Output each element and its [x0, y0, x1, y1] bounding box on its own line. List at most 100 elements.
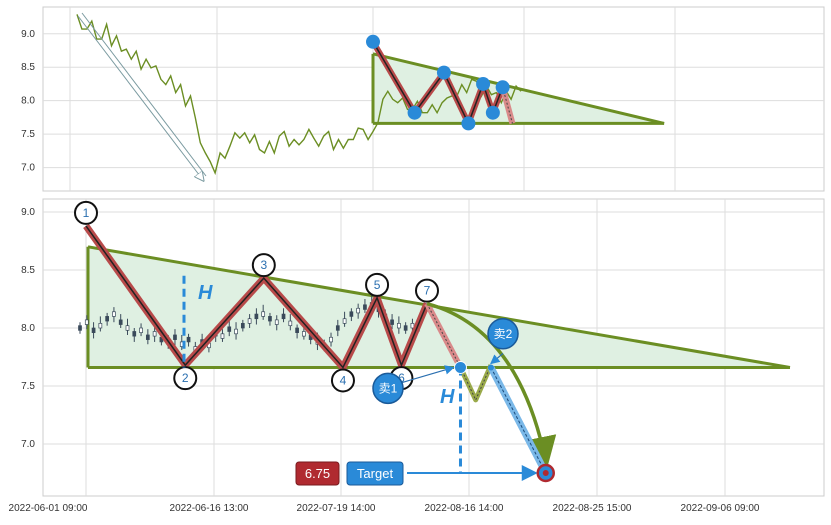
- pivot-label-6: 6: [398, 371, 405, 385]
- sell2-point: [487, 364, 494, 371]
- candle-body: [139, 327, 143, 333]
- candle-body: [410, 323, 415, 329]
- bottom-triangle-fill: [88, 246, 790, 368]
- candle-body: [234, 328, 238, 335]
- top-trend-arrow: [77, 15, 203, 180]
- sell1-pointer: [401, 365, 455, 384]
- x-tick-label: 2022-08-16 14:00: [425, 503, 504, 514]
- candle-body: [295, 327, 299, 333]
- bottom-zigzag-core: [85, 225, 428, 369]
- candle-body: [112, 311, 116, 317]
- candle-body: [125, 325, 130, 331]
- candle-body: [145, 334, 150, 340]
- top-pivot-point-6: [485, 105, 500, 120]
- top-y-tick-label: 7.0: [21, 163, 35, 174]
- top-pivot-point-7: [495, 80, 510, 95]
- bottom-y-axis: 9.0 8.5 8.0 7.5 7.0: [21, 207, 35, 450]
- candle-body: [335, 325, 340, 331]
- sell2-callout: [487, 318, 519, 350]
- pivot-marker-7: [415, 278, 439, 303]
- target-value-tag: 6.75: [295, 461, 340, 486]
- top-y-tick-label: 8.5: [21, 62, 35, 73]
- top-pivot-point-2: [407, 105, 422, 120]
- bottom-y-tick-label: 9.0: [21, 207, 35, 218]
- target-point-center: [542, 470, 549, 476]
- candle-body: [220, 333, 225, 339]
- top-trend-arrow-edge: [81, 12, 207, 177]
- target-label-text: Target: [357, 466, 394, 481]
- candle-body: [186, 336, 191, 343]
- candle-body: [240, 323, 245, 329]
- x-tick-label: 2022-09-06 09:00: [681, 503, 760, 514]
- candle-body: [91, 327, 96, 333]
- candle-body: [281, 313, 286, 320]
- top-y-tick-label: 8.0: [21, 96, 35, 107]
- candle-body: [118, 319, 123, 325]
- candle-body: [302, 331, 306, 337]
- projection-break-core: [426, 303, 461, 368]
- top-y-axis: 9.0 8.5 8.0 7.5 7.0: [21, 29, 35, 174]
- top-pivot-point-3: [436, 65, 451, 80]
- candle-body: [342, 318, 347, 324]
- pivot-label-4: 4: [340, 373, 347, 387]
- candle-body: [261, 311, 266, 317]
- top-pivot-point-1: [366, 34, 380, 49]
- breakout-curve-arrow: [426, 301, 557, 469]
- height-label-upper: H: [198, 282, 213, 304]
- top-y-tick-label: 7.5: [21, 129, 35, 140]
- top-pivot-point-4: [461, 116, 476, 131]
- top-pivot-point-5: [476, 76, 491, 91]
- target-value-text: 6.75: [305, 466, 330, 481]
- bottom-y-tick-label: 7.5: [21, 381, 35, 392]
- candle-body: [288, 320, 293, 327]
- pivot-label-2: 2: [182, 371, 189, 385]
- sell1-point: [453, 360, 467, 374]
- candle-body: [152, 331, 157, 337]
- top-price-series: [76, 14, 522, 176]
- pivot-label-1: 1: [83, 206, 90, 220]
- pivot-label-7: 7: [424, 284, 431, 298]
- x-axis: 2022-06-01 09:00 2022-06-16 13:00 2022-07-…: [9, 503, 760, 514]
- top-zigzag: [366, 34, 516, 131]
- bottom-y-tick-label: 8.0: [21, 323, 35, 334]
- candle-body: [84, 319, 89, 325]
- target-label-tag: Target: [346, 461, 404, 486]
- bottom-y-tick-label: 8.5: [21, 265, 35, 276]
- x-tick-label: 2022-07-19 14:00: [297, 503, 376, 514]
- candle-body: [98, 323, 103, 329]
- candle-body: [173, 334, 177, 340]
- pivot-label-5: 5: [374, 278, 381, 292]
- candle-body: [227, 326, 232, 332]
- height-label-lower: H: [440, 386, 455, 408]
- pivot-label-3: 3: [260, 258, 267, 272]
- candle-body: [274, 319, 279, 325]
- candle-body: [356, 307, 361, 314]
- bottom-candles: [78, 295, 422, 357]
- sell1-callout: [372, 372, 404, 405]
- candle-body: [105, 316, 109, 322]
- top-price-line: [76, 12, 522, 180]
- candle-body: [390, 319, 394, 325]
- pivot-marker-5: [365, 272, 390, 297]
- candle-body: [247, 318, 252, 324]
- sell2-path-band: [487, 365, 549, 475]
- sell2-pointer: [490, 353, 504, 365]
- sell1-label: 卖1: [379, 381, 398, 395]
- candle-body: [78, 325, 82, 331]
- candle-body: [254, 313, 259, 320]
- candle-body: [397, 323, 401, 329]
- candle-body: [329, 336, 333, 343]
- x-tick-label: 2022-06-01 09:00: [9, 503, 88, 514]
- candle-body: [403, 325, 408, 331]
- x-tick-label: 2022-08-25 15:00: [553, 503, 632, 514]
- bottom-annotations: 卖1 卖2: [182, 275, 557, 483]
- pivot-marker-3: [251, 253, 276, 278]
- pivot-marker-4: [330, 368, 355, 393]
- candle-body: [132, 331, 137, 337]
- pivot-marker-1: [74, 200, 98, 225]
- x-tick-label: 2022-06-16 13:00: [170, 503, 249, 514]
- bottom-y-tick-label: 7.0: [21, 439, 35, 450]
- projection-pullback-core: [460, 364, 492, 402]
